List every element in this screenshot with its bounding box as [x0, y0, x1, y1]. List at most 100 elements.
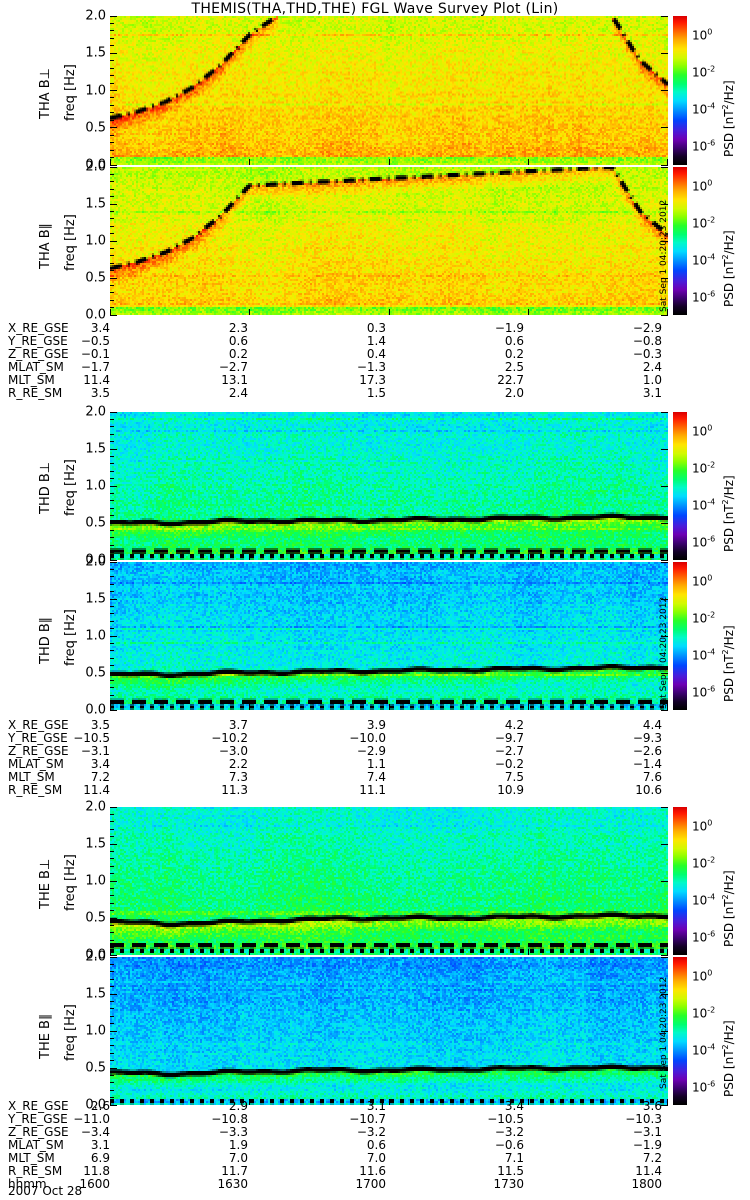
ephemeris-value: 7.3 [228, 770, 248, 784]
ephemeris-value: 1730 [493, 1177, 524, 1191]
ephemeris-value: 3.6 [642, 1099, 662, 1113]
y-tick-mark [661, 522, 668, 524]
colorbar-tick-label: 10-2 [692, 1005, 715, 1020]
colorbar-title-main: PSD [nT [722, 899, 736, 947]
y-minor-tick [110, 210, 114, 212]
colorbar-title-tail: /Hz] [722, 80, 736, 105]
y-tick-label: 0.0 [85, 1097, 106, 1113]
ephemeris-value: 1800 [631, 1177, 662, 1191]
colorbar-title-superscript: 2 [721, 254, 730, 260]
y-tick-mark [661, 1067, 668, 1069]
y-minor-tick [110, 255, 114, 257]
y-tick-label: 0.0 [85, 702, 106, 718]
ephemeris-value: −1.3 [356, 360, 386, 374]
ephemeris-value: 7.0 [228, 1151, 248, 1165]
y-tick-mark [661, 164, 668, 166]
y-minor-tick [110, 1045, 114, 1047]
y-minor-tick [110, 142, 114, 144]
ephemeris-value: 6.9 [90, 1151, 110, 1165]
colorbar-tick-mantissa: 10 [692, 611, 708, 625]
y-tick-mark [110, 15, 117, 17]
ephemeris-value: −0.6 [494, 1138, 524, 1152]
colorbar-tick-label: 10-4 [692, 647, 715, 662]
colorbar-tick-label: 10-2 [692, 610, 715, 625]
y-minor-tick [110, 240, 114, 242]
y-minor-tick [110, 873, 114, 875]
x-tick-mark [249, 554, 250, 560]
ephemeris-value: 3.4 [504, 1099, 524, 1113]
ephemeris-value: 4.4 [642, 718, 662, 732]
ephemeris-row-label: R_RE_SM [8, 386, 63, 400]
ephemeris-value: −11.0 [73, 1112, 110, 1126]
y-tick-mark [661, 559, 668, 561]
y-tick-mark [110, 164, 117, 166]
ephemeris-row-label: Y_RE_GSE [8, 1112, 68, 1126]
panel-label-tha-perp: THA B⊥ [38, 67, 53, 119]
y-minor-tick [110, 568, 114, 570]
y-minor-tick [110, 963, 114, 965]
x-tick-mark [110, 554, 111, 560]
y-tick-mark [661, 52, 668, 54]
y-tick-mark [110, 203, 117, 205]
colorbar-tick-mantissa: 10 [692, 216, 708, 230]
y-minor-tick [110, 1097, 114, 1099]
ephemeris-value: 2.5 [504, 360, 524, 374]
ephemeris-value: −10.2 [211, 731, 248, 745]
panel-label-tha-par: THA B∥ [38, 222, 53, 269]
colorbar-title-tha-perp: PSD [nT2/Hz] [721, 80, 736, 157]
colorbar-tick-mantissa: 10 [692, 535, 708, 549]
y-minor-tick [110, 880, 114, 882]
ephemeris-row-label: MLAT_SM [8, 360, 64, 374]
y-minor-tick [110, 270, 114, 272]
colorbar-tick-label: 100 [692, 818, 712, 833]
y-tick-label: 0.0 [85, 307, 106, 323]
colorbar-title-superscript: 2 [721, 649, 730, 655]
y-minor-tick [110, 225, 114, 227]
y-tick-mark [110, 166, 117, 168]
colorbar-title-superscript: 2 [721, 104, 730, 110]
y-tick-label: 1.5 [85, 836, 106, 852]
ephemeris-value: −10.8 [211, 1112, 248, 1126]
colorbar-title-tha-par: PSD [nT2/Hz] [721, 230, 736, 307]
x-tick-mark [667, 159, 668, 165]
ephemeris-value: −0.2 [494, 757, 524, 771]
y-minor-tick [110, 1089, 114, 1091]
y-minor-tick [110, 1015, 114, 1017]
y-minor-tick [110, 642, 114, 644]
colorbar-tick-exponent: -6 [707, 289, 716, 298]
x-tick-mark [389, 309, 390, 315]
ephemeris-value: 7.1 [504, 1151, 524, 1165]
y-minor-tick [110, 620, 114, 622]
y-tick-mark [110, 411, 117, 413]
ephemeris-value: 11.3 [221, 783, 248, 797]
colorbar-the-par [673, 957, 687, 1105]
ephemeris-value: −2.7 [494, 744, 524, 758]
ephemeris-row-label: Z_RE_GSE [8, 347, 69, 361]
date-footer: 2007 Oct 28 [8, 1184, 83, 1198]
ephemeris-value: 3.7 [228, 718, 248, 732]
colorbar-tick-mantissa: 10 [692, 648, 708, 662]
x-tick-mark [528, 554, 529, 560]
y-minor-tick [110, 75, 114, 77]
colorbar-tick-label: 10-6 [692, 289, 715, 304]
y-minor-tick [110, 702, 114, 704]
y-minor-tick [110, 60, 114, 62]
colorbar-tick-exponent: -2 [707, 1005, 716, 1014]
y-minor-tick [110, 149, 114, 151]
colorbar-tick-mantissa: 10 [692, 969, 708, 983]
panel-label-thd-perp: THD B⊥ [38, 461, 53, 514]
y-tick-label: 2.0 [85, 554, 106, 570]
y-minor-tick [110, 104, 114, 106]
spectrogram-the-perp [110, 807, 668, 955]
ephemeris-value: 1.4 [366, 334, 386, 348]
y-minor-tick [110, 932, 114, 934]
y-tick-mark [110, 448, 117, 450]
ephemeris-value: 1.1 [366, 757, 386, 771]
ephemeris-value: 3.5 [90, 386, 110, 400]
x-tick-mark [667, 554, 668, 560]
colorbar-tick-exponent: -4 [707, 252, 716, 261]
spectrogram-thd-par [110, 562, 668, 710]
ephemeris-value: 1.9 [228, 1138, 248, 1152]
x-tick-mark [528, 704, 529, 710]
ephemeris-value: 11.1 [359, 783, 386, 797]
